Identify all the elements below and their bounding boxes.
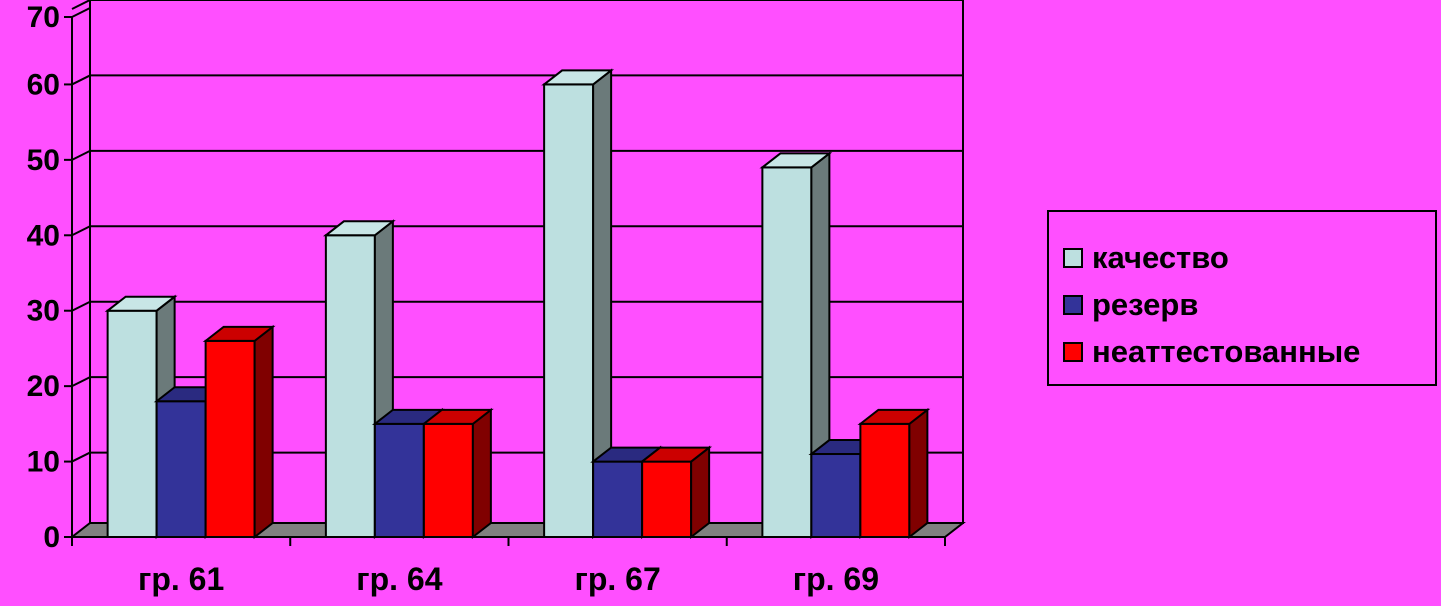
- y-tick-label: 60: [27, 68, 60, 101]
- legend-swatch-kachestvo: [1063, 247, 1083, 268]
- bar-front: [641, 460, 693, 539]
- bar-side: [471, 407, 492, 540]
- bar-front: [859, 422, 911, 539]
- gridline-side: [71, 451, 91, 463]
- y-tick-label: 0: [43, 521, 60, 554]
- legend-item-rezerv: резерв: [1063, 281, 1435, 328]
- bar-top: [202, 325, 276, 342]
- bar-front: [106, 309, 158, 539]
- bar: [202, 324, 276, 540]
- bar-top: [857, 408, 931, 425]
- legend-label-rezerv: резерв: [1092, 286, 1199, 322]
- y-tick-label: 40: [27, 219, 60, 252]
- legend-label-kachestvo: качество: [1092, 239, 1229, 275]
- bar-front: [810, 453, 862, 538]
- y-tick-label: 20: [27, 370, 60, 403]
- bar-side: [253, 324, 274, 540]
- x-category-label: гр. 64: [356, 561, 442, 597]
- legend-item-kachestvo: качество: [1063, 234, 1435, 281]
- legend-swatch-rezerv: [1063, 294, 1083, 315]
- y-axis-ticks: 0 10 20 30 40 50 60 70: [27, 1, 72, 554]
- bar-top: [322, 220, 396, 237]
- bar-front: [761, 166, 813, 538]
- y-tick-label: 10: [27, 446, 60, 479]
- bar: [420, 407, 494, 540]
- bar-front: [592, 460, 644, 539]
- gridline-side: [71, 0, 91, 10]
- x-category-label: гр. 69: [793, 561, 879, 597]
- bar-side: [690, 445, 711, 540]
- legend: качество резерв неаттестованные: [1047, 210, 1437, 386]
- bar: [759, 151, 833, 540]
- bar-front: [422, 422, 474, 539]
- bar-top: [759, 152, 833, 169]
- bar: [639, 445, 713, 540]
- bar-front: [543, 83, 595, 539]
- bars: [104, 68, 931, 540]
- gridline-side: [71, 300, 91, 312]
- bar-top: [639, 446, 713, 463]
- bar-front: [373, 422, 425, 539]
- bar-front: [204, 339, 256, 538]
- side-wall-top-edge: [71, 7, 91, 18]
- legend-label-neattestovannye: неаттестованные: [1092, 333, 1361, 369]
- gridline-side: [71, 376, 91, 388]
- y-tick-label: 70: [27, 1, 60, 34]
- bar-front: [324, 234, 376, 539]
- x-category-label: гр. 61: [138, 561, 224, 597]
- bar-top: [104, 295, 178, 312]
- gridline-side: [71, 225, 91, 237]
- bar-top: [420, 408, 494, 425]
- y-tick-label: 30: [27, 295, 60, 328]
- bar-front: [155, 400, 207, 538]
- bar-top: [541, 69, 615, 86]
- y-tick-label: 50: [27, 144, 60, 177]
- bar-side: [908, 407, 929, 540]
- legend-swatch-neattestovannye: [1063, 341, 1083, 362]
- bar: [857, 407, 931, 540]
- gridline-side: [71, 74, 91, 86]
- x-axis-ticks: гр. 61 гр. 64 гр. 67 гр. 69: [71, 537, 946, 597]
- x-category-label: гр. 67: [575, 561, 661, 597]
- legend-item-neattestovannye: неаттестованные: [1063, 328, 1435, 375]
- gridline-side: [71, 149, 91, 161]
- bar: [541, 68, 615, 540]
